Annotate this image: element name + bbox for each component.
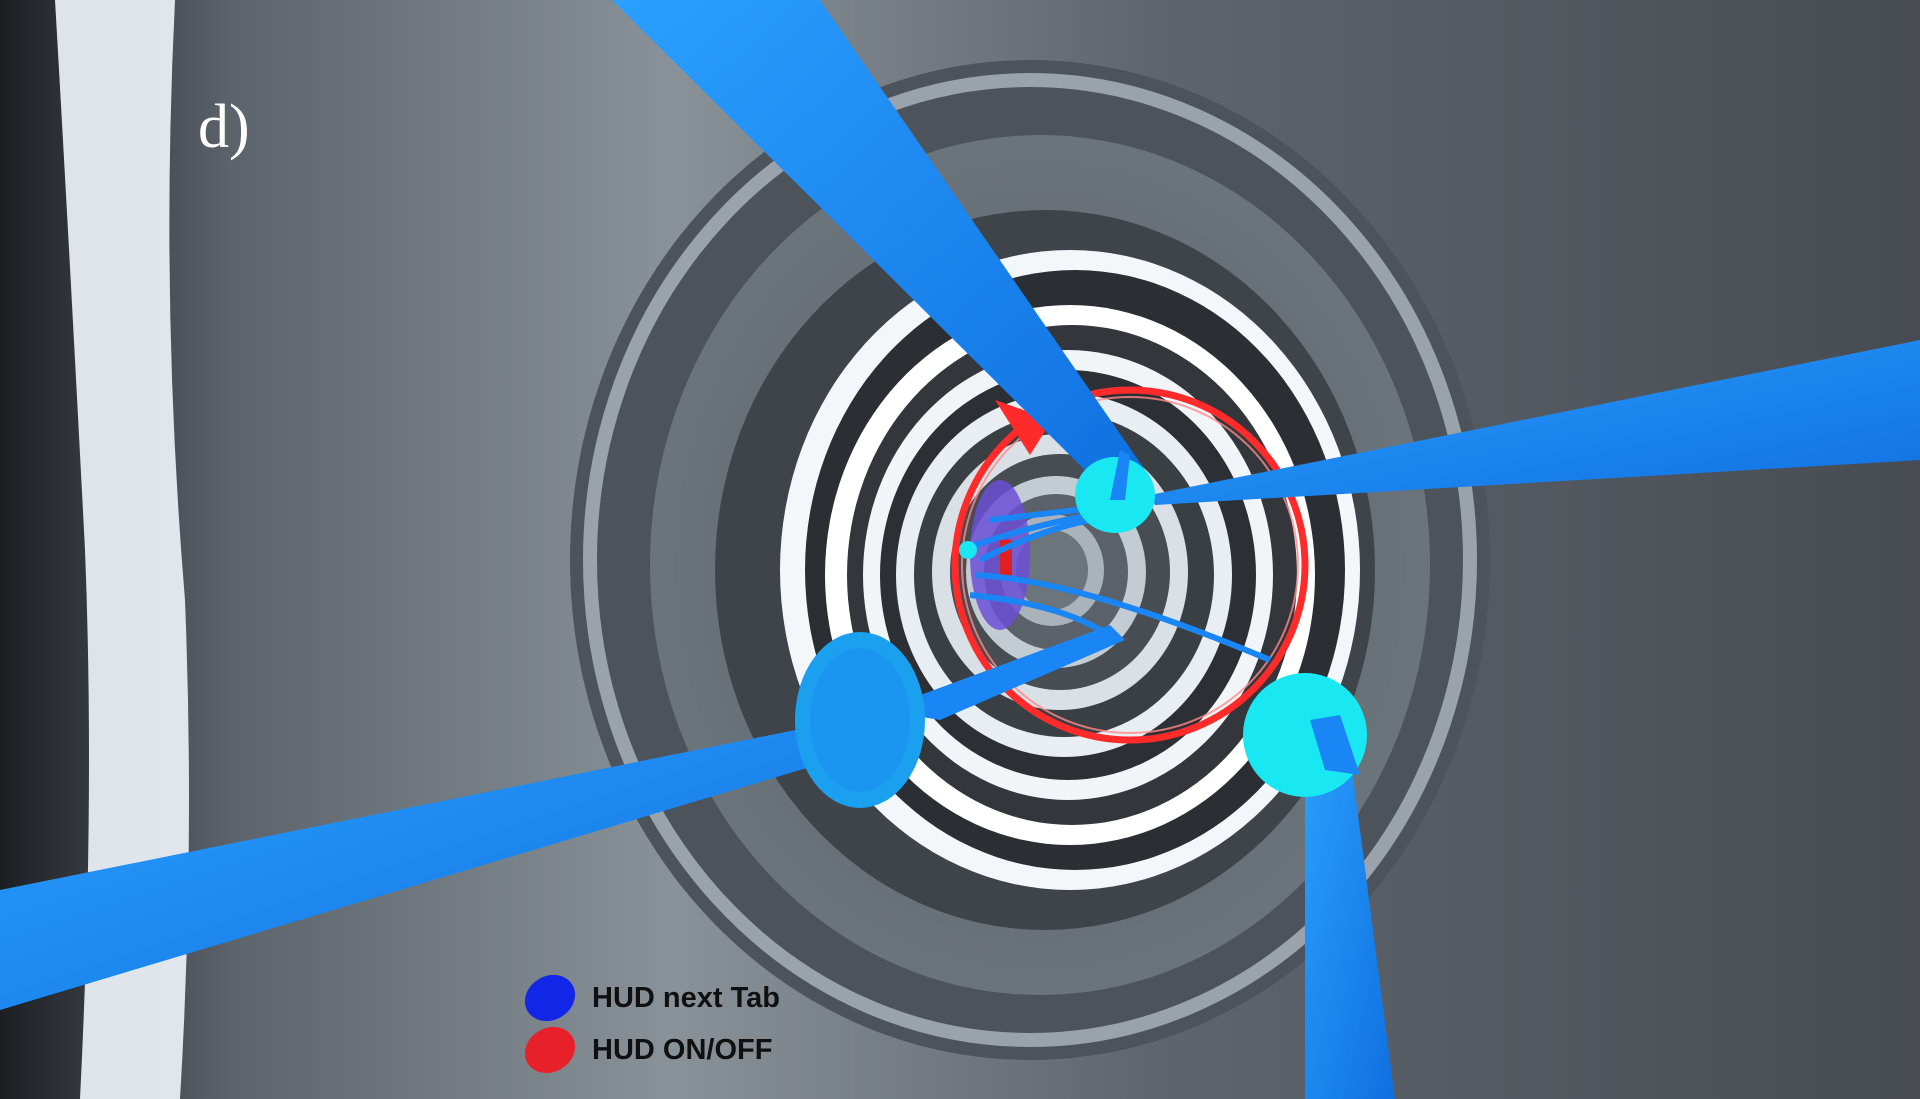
red-button-icon (516, 1017, 584, 1083)
legend-label-hud-toggle: HUD ON/OFF (592, 1033, 773, 1066)
guide-node-bottom-right (1243, 673, 1367, 797)
guide-cone-left (0, 710, 900, 1010)
guide-cone-bottom (1305, 715, 1395, 1099)
guide-cone-top (612, 0, 1145, 500)
panel-label: d) (198, 93, 250, 161)
target-ring-arrow (995, 400, 1052, 455)
wall-stripe-left (55, 0, 189, 1099)
blue-button-icon (516, 965, 584, 1031)
hud-legend: HUD next Tab HUD ON/OFF (516, 965, 780, 1083)
tunnel-ring-outer-stripe (583, 73, 1477, 1047)
target-ring (951, 386, 1309, 744)
guide-cone-left-tail (880, 625, 1125, 720)
legend-item-hud-toggle: HUD ON/OFF (516, 1017, 780, 1083)
guide-node-far (959, 541, 977, 559)
guide-cone-right (1150, 340, 1920, 505)
legend-item-next-tab: HUD next Tab (516, 965, 780, 1031)
legend-label-next-tab: HUD next Tab (592, 981, 780, 1014)
